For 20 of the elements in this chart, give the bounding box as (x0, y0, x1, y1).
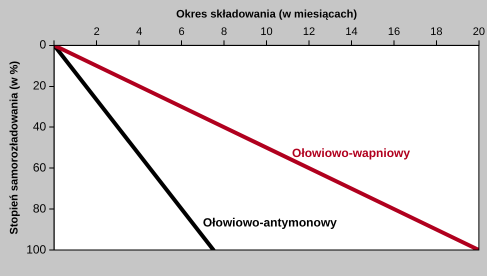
series-label: Ołowiowo-wapniowy (292, 146, 410, 160)
y-tick-label: 60 (32, 160, 47, 174)
x-tick-label: 8 (221, 26, 228, 38)
y-tick-label: 0 (40, 38, 47, 52)
x-axis-title: Okres składowania (w miesiącach) (176, 8, 358, 21)
x-tick-label: 10 (260, 26, 273, 38)
y-tick-label: 100 (26, 242, 47, 256)
series-label: Ołowiowo-antymonowy (202, 216, 338, 230)
x-tick-label: 20 (472, 26, 486, 38)
x-tick-label: 12 (302, 26, 316, 38)
x-tick-label: 4 (136, 26, 142, 38)
x-tick-label: 16 (388, 26, 400, 38)
y-tick-label: 80 (32, 201, 47, 216)
x-tick-label: 2 (94, 26, 100, 38)
y-axis-title: Stopień samorozładowania (w %) (8, 60, 21, 234)
y-tick-label: 40 (32, 120, 47, 134)
x-tick-label: 18 (430, 26, 443, 38)
x-tick-label: 6 (178, 26, 185, 38)
y-tick-label: 20 (32, 78, 47, 93)
x-tick-label: 14 (345, 26, 358, 38)
